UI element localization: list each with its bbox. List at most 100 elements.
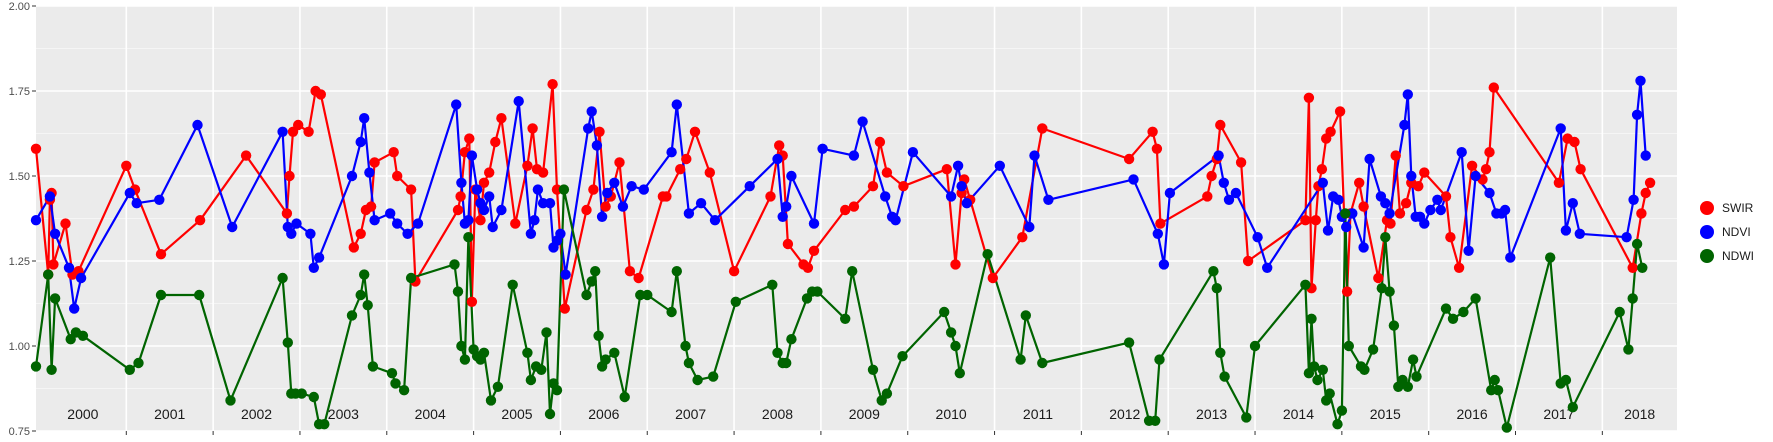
- data-point-ndvi: [772, 153, 783, 165]
- data-point-swir: [559, 303, 570, 314]
- data-point-ndwi: [1154, 354, 1165, 365]
- data-point-ndwi: [1411, 371, 1422, 382]
- data-point-ndwi: [1367, 344, 1379, 355]
- data-point-ndvi: [777, 211, 788, 222]
- data-point-swir: [1155, 218, 1166, 229]
- data-point-ndwi: [1324, 388, 1335, 399]
- data-point-ndwi: [881, 388, 893, 399]
- data-point-ndwi: [586, 276, 597, 287]
- data-point-ndvi: [994, 160, 1005, 171]
- year-label: 2010: [936, 406, 967, 422]
- data-point-ndwi: [683, 357, 695, 369]
- data-point-ndwi: [362, 300, 373, 311]
- data-point-swir: [1215, 119, 1226, 131]
- data-point-swir: [867, 181, 879, 192]
- data-point-ndwi: [30, 361, 42, 372]
- data-point-swir: [728, 266, 740, 277]
- data-point-swir: [704, 167, 715, 178]
- data-point-swir: [478, 177, 490, 188]
- data-point-ndvi: [1567, 198, 1579, 209]
- data-point-swir: [293, 119, 304, 131]
- legend-ndwi-dot: [1700, 249, 1714, 263]
- data-point-ndwi: [1631, 238, 1643, 250]
- data-point-ndvi: [484, 191, 495, 202]
- data-point-swir: [1341, 286, 1353, 297]
- data-point-ndvi: [1560, 225, 1572, 236]
- data-point-ndvi: [1555, 123, 1566, 134]
- data-point-ndwi: [590, 266, 601, 277]
- data-point-swir: [802, 262, 814, 273]
- data-point-ndvi: [1252, 232, 1263, 243]
- data-point-swir: [1413, 181, 1424, 192]
- data-point-ndvi: [817, 143, 828, 154]
- data-point-ndvi: [626, 181, 637, 192]
- data-point-swir: [496, 113, 507, 124]
- data-point-ndvi: [192, 119, 203, 131]
- data-point-ndwi: [867, 364, 879, 375]
- data-point-swir: [1310, 215, 1322, 226]
- data-point-ndwi: [1215, 347, 1226, 358]
- data-point-ndvi: [1456, 147, 1467, 158]
- data-point-ndvi: [744, 181, 755, 192]
- year-label: 2004: [415, 406, 446, 422]
- data-point-swir: [1334, 106, 1346, 117]
- data-point-swir: [881, 167, 893, 178]
- data-point-ndwi: [781, 357, 792, 369]
- data-point-ndvi: [1317, 177, 1329, 188]
- data-point-swir: [588, 184, 599, 195]
- data-point-ndvi: [638, 184, 649, 195]
- data-point-ndvi: [1419, 218, 1430, 229]
- data-point-swir: [1316, 164, 1328, 175]
- data-point-swir: [633, 272, 644, 284]
- data-point-ndvi: [496, 204, 507, 216]
- data-point-ndwi: [194, 289, 205, 301]
- data-point-ndwi: [1020, 310, 1031, 321]
- data-point-ndvi: [513, 96, 524, 107]
- year-label: 2012: [1109, 406, 1140, 422]
- data-point-ndwi: [1545, 252, 1556, 263]
- data-point-ndwi: [772, 347, 783, 358]
- data-point-ndwi: [1359, 364, 1370, 375]
- data-point-swir: [614, 157, 625, 168]
- data-point-ndvi: [1358, 242, 1369, 253]
- data-point-ndvi: [392, 218, 403, 229]
- data-point-ndvi: [277, 126, 288, 137]
- legend-item-ndvi[interactable]: NDVI: [1700, 220, 1770, 244]
- data-point-ndvi: [1322, 225, 1334, 236]
- legend-item-swir[interactable]: SWIR: [1700, 196, 1770, 220]
- data-point-ndwi: [1037, 357, 1048, 369]
- data-point-swir: [510, 218, 521, 229]
- year-label: 2006: [588, 406, 619, 422]
- data-point-ndvi: [1621, 232, 1632, 243]
- data-point-swir: [689, 126, 701, 137]
- year-label: 2001: [154, 406, 185, 422]
- data-point-ndvi: [1505, 252, 1516, 263]
- data-point-ndvi: [1043, 194, 1054, 205]
- legend-item-ndwi[interactable]: NDWI: [1700, 244, 1770, 268]
- data-point-ndwi: [296, 388, 307, 399]
- data-point-ndwi: [1470, 293, 1481, 304]
- data-point-ndvi: [478, 204, 490, 216]
- data-point-ndvi: [1213, 150, 1224, 161]
- data-point-ndvi: [1628, 194, 1639, 205]
- data-point-swir: [537, 167, 549, 178]
- y-tick-label: 1.50: [9, 171, 30, 183]
- data-point-ndvi: [560, 269, 571, 280]
- data-point-swir: [392, 170, 403, 182]
- data-point-swir: [1242, 255, 1254, 267]
- data-point-swir: [405, 184, 417, 195]
- data-point-ndvi: [364, 167, 375, 178]
- y-tick-label: 1.25: [9, 256, 30, 268]
- data-point-swir: [1325, 126, 1336, 137]
- data-point-ndwi: [666, 306, 677, 318]
- data-point-swir: [600, 201, 611, 212]
- data-point-ndvi: [471, 184, 483, 195]
- data-point-ndwi: [449, 259, 460, 270]
- data-point-ndwi: [155, 289, 167, 301]
- year-label: 2017: [1543, 406, 1574, 422]
- data-point-ndwi: [1308, 361, 1320, 372]
- data-point-ndvi: [63, 262, 75, 273]
- year-label: 2008: [762, 406, 793, 422]
- data-point-ndwi: [459, 354, 471, 365]
- data-point-ndvi: [463, 215, 474, 226]
